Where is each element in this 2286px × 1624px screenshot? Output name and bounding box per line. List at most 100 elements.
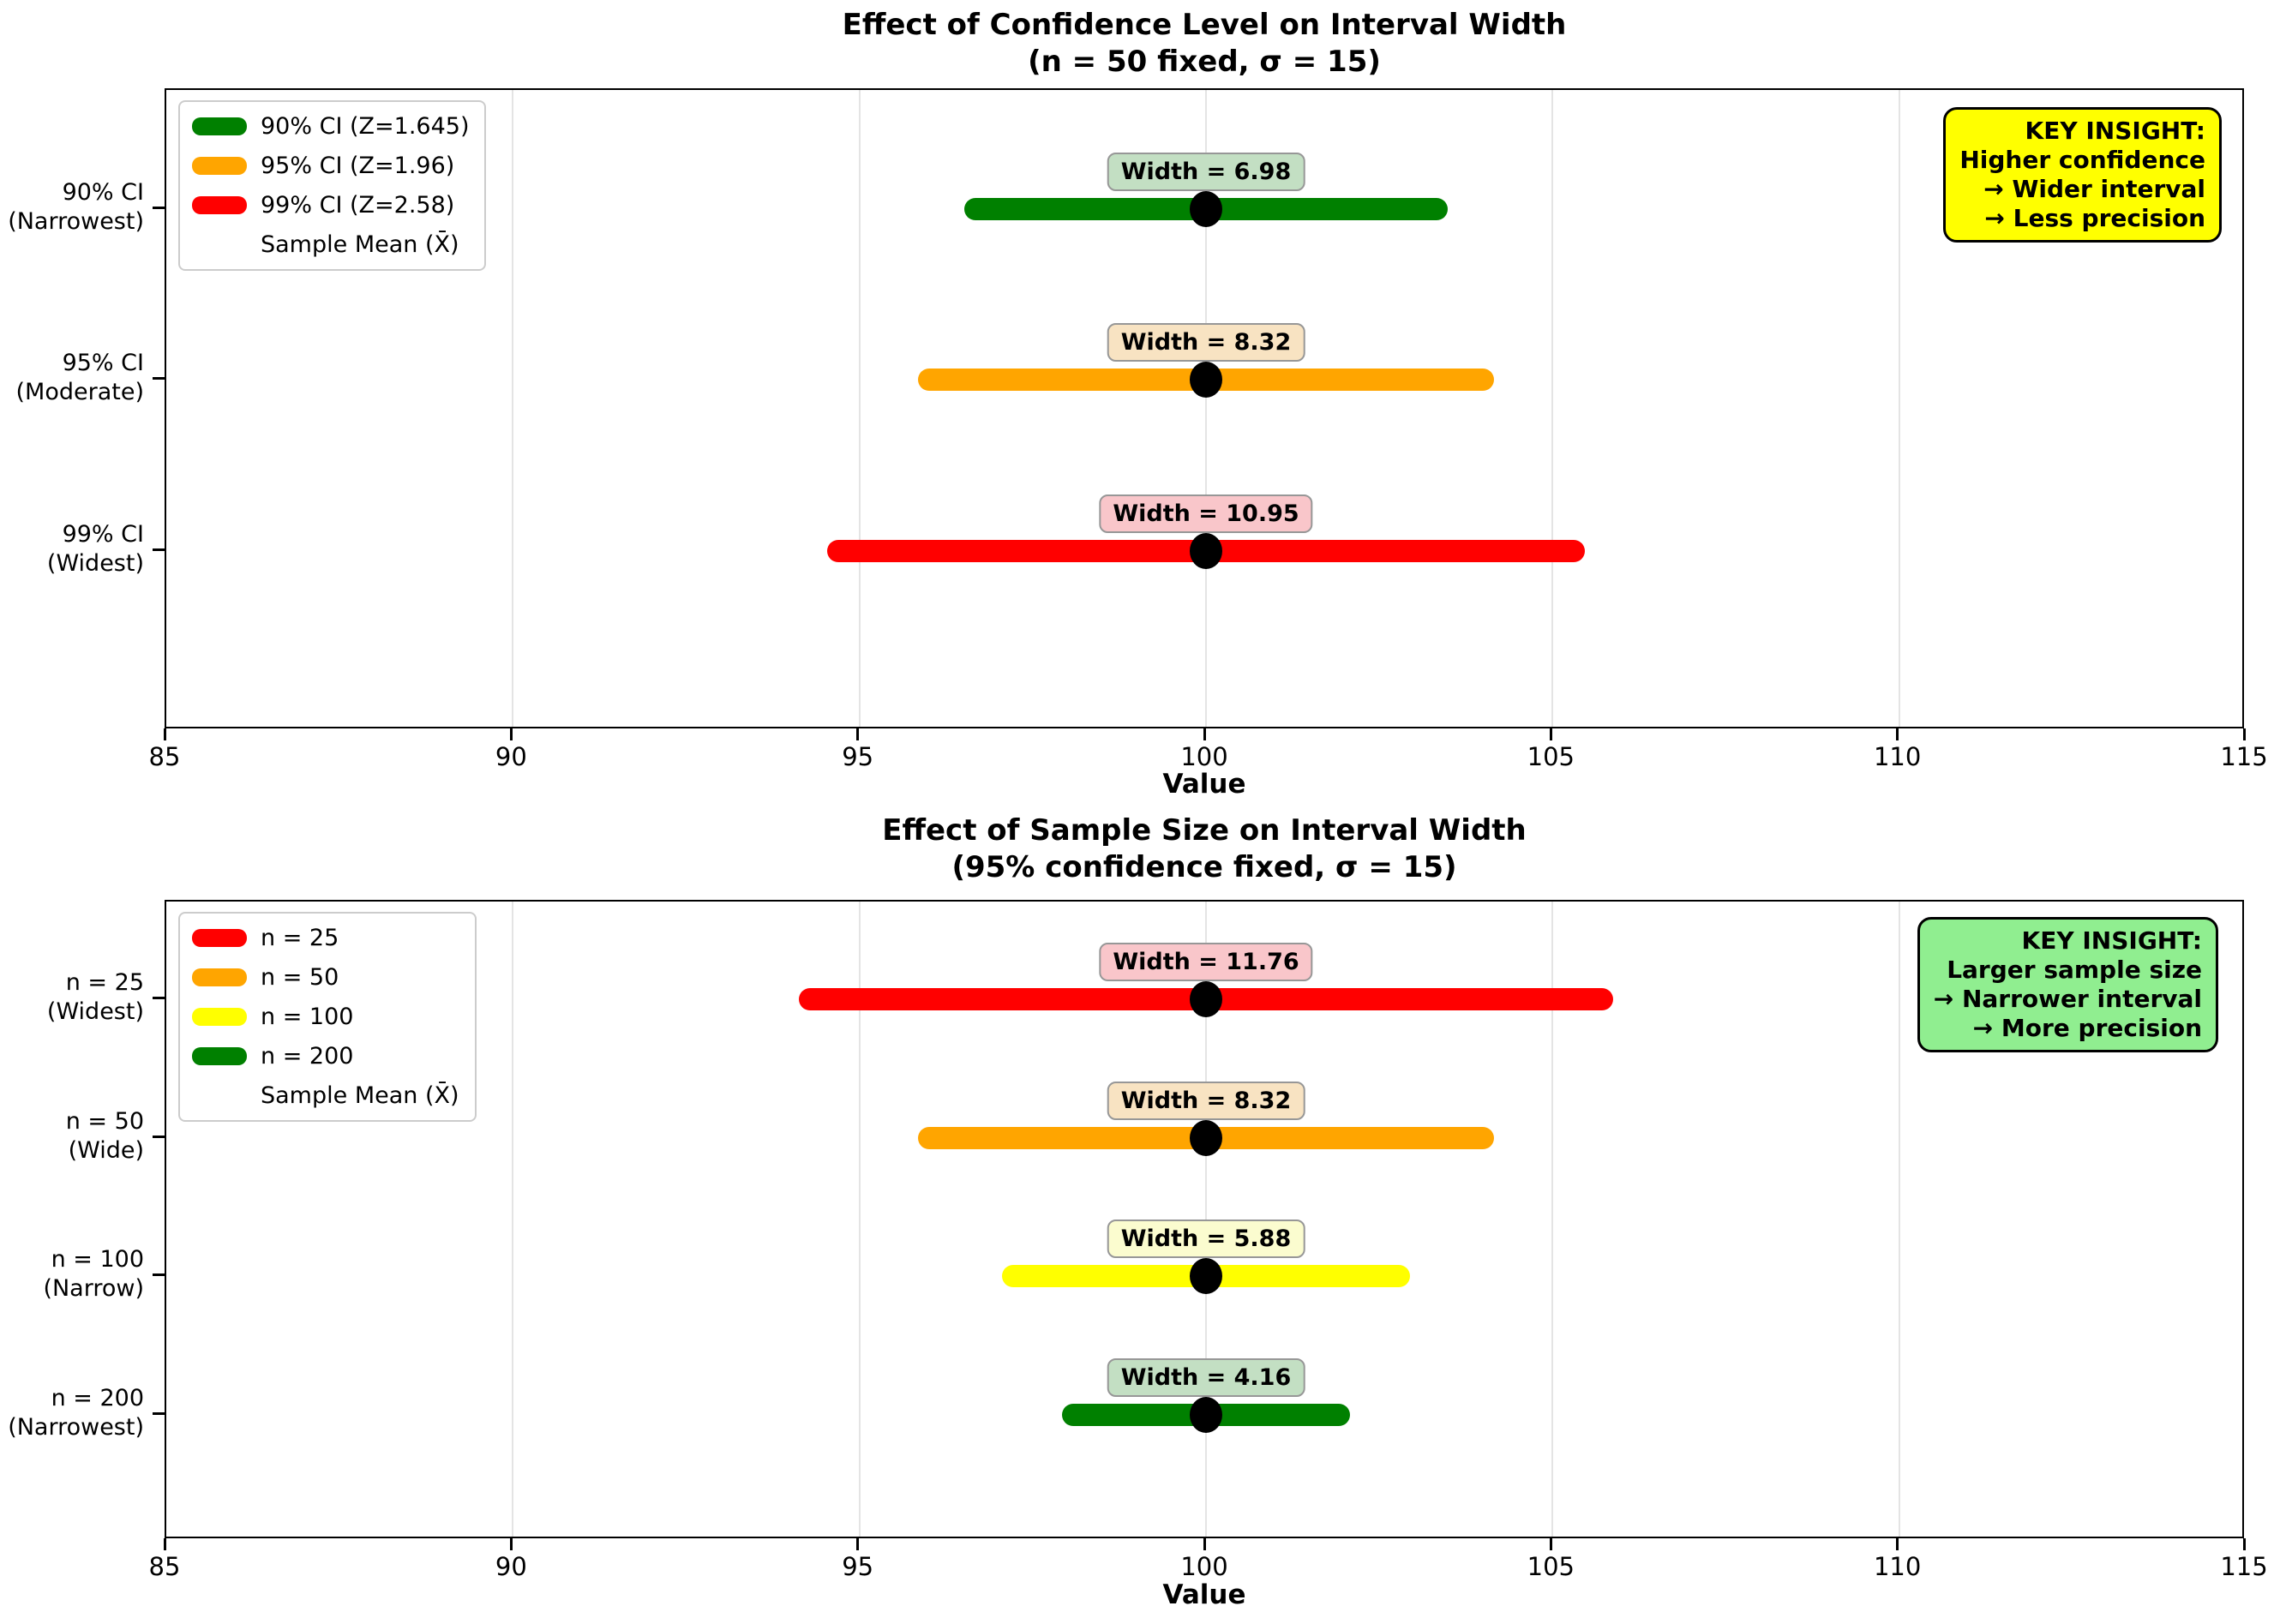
x-tick-mark [509, 728, 513, 740]
x-tick-mark [163, 1538, 166, 1550]
width-annotation: Width = 8.32 [1107, 323, 1305, 362]
y-tick-label: 90% CI (Narrowest) [0, 178, 144, 237]
legend-label: 90% CI (Z=1.645) [261, 113, 470, 140]
y-tick-mark [153, 376, 165, 380]
width-annotation: Width = 10.95 [1099, 494, 1313, 533]
legend-label: n = 100 [261, 1004, 354, 1030]
y-tick-label-line1: n = 200 [51, 1385, 144, 1411]
chart-title-line2: (95% confidence fixed, σ = 15) [951, 850, 1457, 884]
key-insight-line: → More precision [1972, 1014, 2202, 1042]
key-insight-line: → Narrower interval [1933, 985, 2202, 1013]
gridline [1551, 902, 1554, 1537]
width-annotation: Width = 8.32 [1107, 1082, 1305, 1120]
key-insight-line: → Less precision [1984, 204, 2205, 232]
y-tick-label-line2: (Widest) [46, 550, 144, 577]
sample-mean-dot [1190, 1120, 1222, 1156]
legend-item: 99% CI (Z=2.58) [192, 189, 469, 221]
x-tick-mark [1896, 1538, 1899, 1550]
width-annotation: Width = 6.98 [1107, 153, 1305, 191]
y-tick-label-line1: 95% CI [62, 350, 144, 376]
gridline [1898, 902, 1900, 1537]
key-insight-box: KEY INSIGHT: Higher confidence → Wider int… [1943, 107, 2222, 243]
y-tick-label-line2: (Moderate) [15, 379, 144, 405]
x-tick-label: 95 [842, 742, 874, 771]
legend-item: 95% CI (Z=1.96) [192, 150, 469, 182]
x-tick-label: 90 [495, 1552, 527, 1581]
sample-mean-dot [1190, 191, 1222, 227]
x-tick-label: 110 [1873, 1552, 1922, 1581]
legend-label: 95% CI (Z=1.96) [261, 153, 455, 179]
x-tick-label: 105 [1527, 742, 1575, 771]
legend-label: n = 50 [261, 964, 339, 991]
x-tick-mark [856, 1538, 860, 1550]
legend-item: n = 200 [192, 1040, 459, 1072]
y-tick-label-line1: n = 25 [65, 969, 144, 996]
legend-item: Sample Mean (X̄) [192, 229, 469, 261]
y-tick-label: n = 50 (Wide) [0, 1107, 144, 1166]
legend-item: n = 100 [192, 1001, 459, 1033]
y-tick-label-line2: (Widest) [46, 998, 144, 1025]
x-tick-mark [163, 728, 166, 740]
sample-mean-dot [1190, 533, 1222, 569]
legend-item: n = 50 [192, 962, 459, 993]
width-annotation: Width = 4.16 [1107, 1358, 1305, 1397]
x-tick-label: 115 [2220, 1552, 2268, 1581]
y-tick-mark [153, 1135, 165, 1138]
width-annotation: Width = 11.76 [1099, 943, 1313, 981]
sample-mean-dot [1190, 1397, 1222, 1433]
y-tick-label-line1: 99% CI [62, 521, 144, 548]
legend-dash-swatch [192, 242, 247, 248]
gridline [1205, 902, 1207, 1537]
legend-dash-swatch [192, 1093, 247, 1099]
y-tick-mark [153, 548, 165, 551]
legend-label: Sample Mean (X̄) [261, 231, 459, 258]
legend-bar-swatch [192, 157, 247, 175]
y-tick-mark [153, 1273, 165, 1276]
y-tick-mark [153, 206, 165, 209]
y-tick-label: n = 200 (Narrowest) [0, 1384, 144, 1442]
confidence-chart-title: Effect of Confidence Level on Interval W… [165, 7, 2244, 81]
x-tick-mark [1203, 1538, 1206, 1550]
gridline [512, 90, 514, 727]
sample-mean-dot [1190, 1258, 1222, 1294]
x-tick-mark [1549, 1538, 1552, 1550]
x-tick-mark [2242, 1538, 2246, 1550]
y-tick-mark [153, 996, 165, 999]
y-tick-label-line2: (Narrow) [43, 1275, 144, 1302]
y-tick-label-line2: (Narrowest) [8, 208, 144, 235]
legend-label: Sample Mean (X̄) [261, 1082, 459, 1109]
y-tick-mark [153, 1411, 165, 1415]
legend-label: 99% CI (Z=2.58) [261, 192, 455, 219]
key-insight-line: → Wider interval [1983, 175, 2205, 203]
legend-bar-swatch [192, 968, 247, 986]
key-insight-line: KEY INSIGHT: [2021, 926, 2202, 955]
x-tick-label: 95 [842, 1552, 874, 1581]
y-tick-label-line2: (Narrowest) [8, 1414, 144, 1441]
y-tick-label: n = 25 (Widest) [0, 968, 144, 1027]
sample-mean-dot [1190, 981, 1222, 1017]
key-insight-line: Larger sample size [1947, 956, 2202, 984]
legend-bar-swatch [192, 929, 247, 947]
x-tick-label: 100 [1180, 742, 1228, 771]
key-insight-line: KEY INSIGHT: [2025, 117, 2205, 145]
legend-bar-swatch [192, 117, 247, 135]
key-insight-box: KEY INSIGHT: Larger sample size → Narrower… [1917, 917, 2218, 1052]
x-tick-mark [1203, 728, 1206, 740]
x-tick-mark [2242, 728, 2246, 740]
legend: n = 25 n = 50 n = 100 n = 200 Sample Mean (X… [178, 912, 477, 1122]
x-axis-label: Value [1162, 769, 1246, 800]
x-tick-label: 115 [2220, 742, 2268, 771]
legend-item: 90% CI (Z=1.645) [192, 111, 469, 142]
y-tick-label: n = 100 (Narrow) [0, 1245, 144, 1303]
gridline [1205, 90, 1207, 727]
sample-mean-dot [1190, 362, 1222, 398]
legend-bar-swatch [192, 196, 247, 214]
x-tick-mark [856, 728, 860, 740]
chart-title-line1: Effect of Confidence Level on Interval W… [842, 8, 1567, 42]
chart-title-line1: Effect of Sample Size on Interval Width [882, 813, 1527, 848]
gridline [1898, 90, 1900, 727]
x-axis-label: Value [1162, 1579, 1246, 1610]
legend: 90% CI (Z=1.645) 95% CI (Z=1.96) 99% CI (Z… [178, 100, 487, 271]
y-tick-label-line1: 90% CI [62, 179, 144, 206]
